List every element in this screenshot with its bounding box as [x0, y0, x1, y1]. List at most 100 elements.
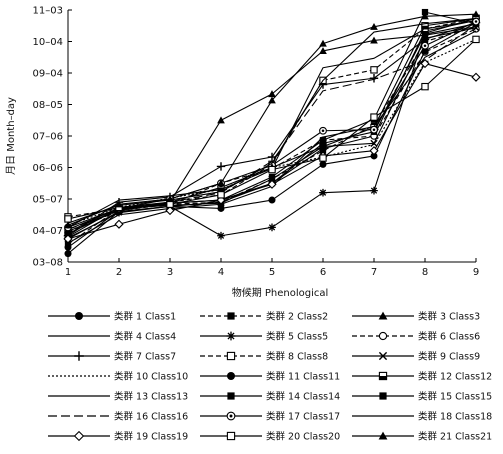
series-20-point — [64, 215, 72, 223]
legend-label-16: 类群 16 Class16 — [114, 411, 188, 423]
legend-marker-1 — [75, 312, 83, 320]
series-20-point — [370, 113, 378, 121]
legend-marker-9 — [378, 351, 388, 361]
series-21-point — [472, 10, 480, 18]
x-tick-label: 7 — [371, 267, 377, 278]
legend-marker-20 — [226, 431, 236, 441]
series-5-point — [370, 186, 378, 195]
series-8-point — [370, 66, 378, 74]
series-20-point — [421, 82, 429, 91]
legend-label-6: 类群 6 Class6 — [418, 331, 480, 343]
series-21-point — [64, 221, 72, 229]
y-tick-label: 06–06 — [33, 163, 63, 174]
series-line-16 — [67, 24, 477, 230]
series-17-point — [421, 41, 429, 50]
series-19-point — [63, 234, 73, 244]
series-21-point — [370, 22, 378, 30]
legend-marker-5 — [226, 331, 236, 341]
series-17-point — [472, 17, 480, 26]
series-21-point — [217, 179, 225, 187]
legend-label-3: 类群 3 Class3 — [418, 311, 480, 323]
legend-label-14: 类群 14 Class14 — [266, 391, 340, 403]
series-17-point — [319, 126, 327, 135]
series-3-point — [319, 47, 327, 55]
legend-marker-19 — [73, 430, 85, 442]
legend-label-15: 类群 15 Class15 — [418, 391, 492, 403]
y-tick-label: 08–05 — [33, 100, 63, 111]
series-3-point — [217, 116, 225, 124]
series-11-point — [217, 204, 225, 212]
legend-marker-15 — [379, 392, 387, 400]
series-11-point — [64, 250, 72, 258]
x-tick-label: 8 — [422, 267, 428, 278]
series-11-point — [370, 152, 378, 160]
legend-label-1: 类群 1 Class1 — [114, 311, 176, 323]
series-5-point — [217, 231, 225, 240]
legend-label-13: 类群 13 Class13 — [114, 391, 188, 403]
series-5-point — [319, 188, 327, 197]
x-axis-label: 物候期 Phenological — [232, 286, 329, 299]
series-11-point — [319, 160, 327, 168]
y-tick-label: 11–03 — [33, 6, 63, 17]
series-17-point — [370, 125, 378, 134]
series-5-point — [268, 223, 276, 232]
x-tick-label: 4 — [218, 267, 224, 278]
series-3-point — [370, 36, 378, 44]
series-15-point — [268, 173, 276, 181]
x-tick-label: 9 — [473, 267, 479, 278]
y-tick-label: 03–08 — [33, 258, 63, 269]
legend-marker-17 — [226, 411, 236, 421]
series-19-point — [420, 58, 430, 69]
series-line-18 — [67, 17, 477, 224]
legend-marker-3 — [378, 311, 388, 320]
series-7-point — [369, 74, 379, 83]
x-tick-label: 1 — [65, 267, 71, 278]
legend-marker-12 — [378, 371, 388, 381]
series-11-point — [268, 196, 276, 204]
series-line-11 — [67, 22, 477, 255]
legend-label-19: 类群 19 Class19 — [114, 431, 188, 443]
x-tick-label: 3 — [167, 267, 173, 278]
y-tick-label: 10–04 — [33, 37, 63, 48]
x-tick-label: 6 — [320, 267, 326, 278]
series-20-point — [319, 154, 327, 162]
series-20-point — [217, 191, 225, 199]
legend-label-4: 类群 4 Class4 — [114, 331, 176, 343]
legend-label-2: 类群 2 Class2 — [266, 311, 328, 323]
legend-marker-8 — [226, 351, 236, 361]
series-19-point — [267, 179, 277, 189]
series-21-point — [319, 39, 327, 47]
series-20-point — [472, 35, 480, 44]
series-19-point — [165, 205, 175, 216]
y-axis-label: 月日 Month–day — [5, 97, 17, 175]
y-tick-label: 04–07 — [33, 226, 63, 237]
legend-marker-7 — [74, 351, 84, 361]
legend-label-17: 类群 17 Class17 — [266, 411, 340, 423]
legend-label-20: 类群 20 Class20 — [266, 431, 340, 443]
legend-marker-21 — [378, 431, 388, 440]
legend-label-7: 类群 7 Class7 — [114, 351, 176, 363]
legend-marker-11 — [227, 372, 235, 380]
series-line-19 — [67, 62, 477, 240]
x-tick-label: 5 — [269, 267, 275, 278]
series-20-point — [268, 165, 276, 174]
y-tick-label: 09–04 — [33, 69, 63, 80]
legend-marker-14 — [227, 392, 235, 400]
series-21-point — [421, 12, 429, 20]
legend-label-11: 类群 11 Class11 — [266, 371, 340, 383]
series-12-point — [421, 22, 429, 30]
legend-label-5: 类群 5 Class5 — [266, 331, 328, 343]
series-15-point — [421, 8, 429, 16]
series-15-point — [319, 137, 327, 144]
series-2-point — [319, 147, 327, 154]
series-19-point — [369, 146, 379, 156]
legend-label-21: 类群 21 Class21 — [418, 431, 492, 443]
legend-label-10: 类群 10 Class10 — [114, 371, 188, 383]
x-tick-label: 2 — [116, 267, 122, 278]
series-7-point — [216, 162, 226, 171]
legend-marker-2 — [227, 312, 235, 320]
series-21-point — [268, 96, 276, 104]
series-19-point — [471, 72, 481, 82]
y-tick-label: 07–06 — [33, 132, 63, 143]
